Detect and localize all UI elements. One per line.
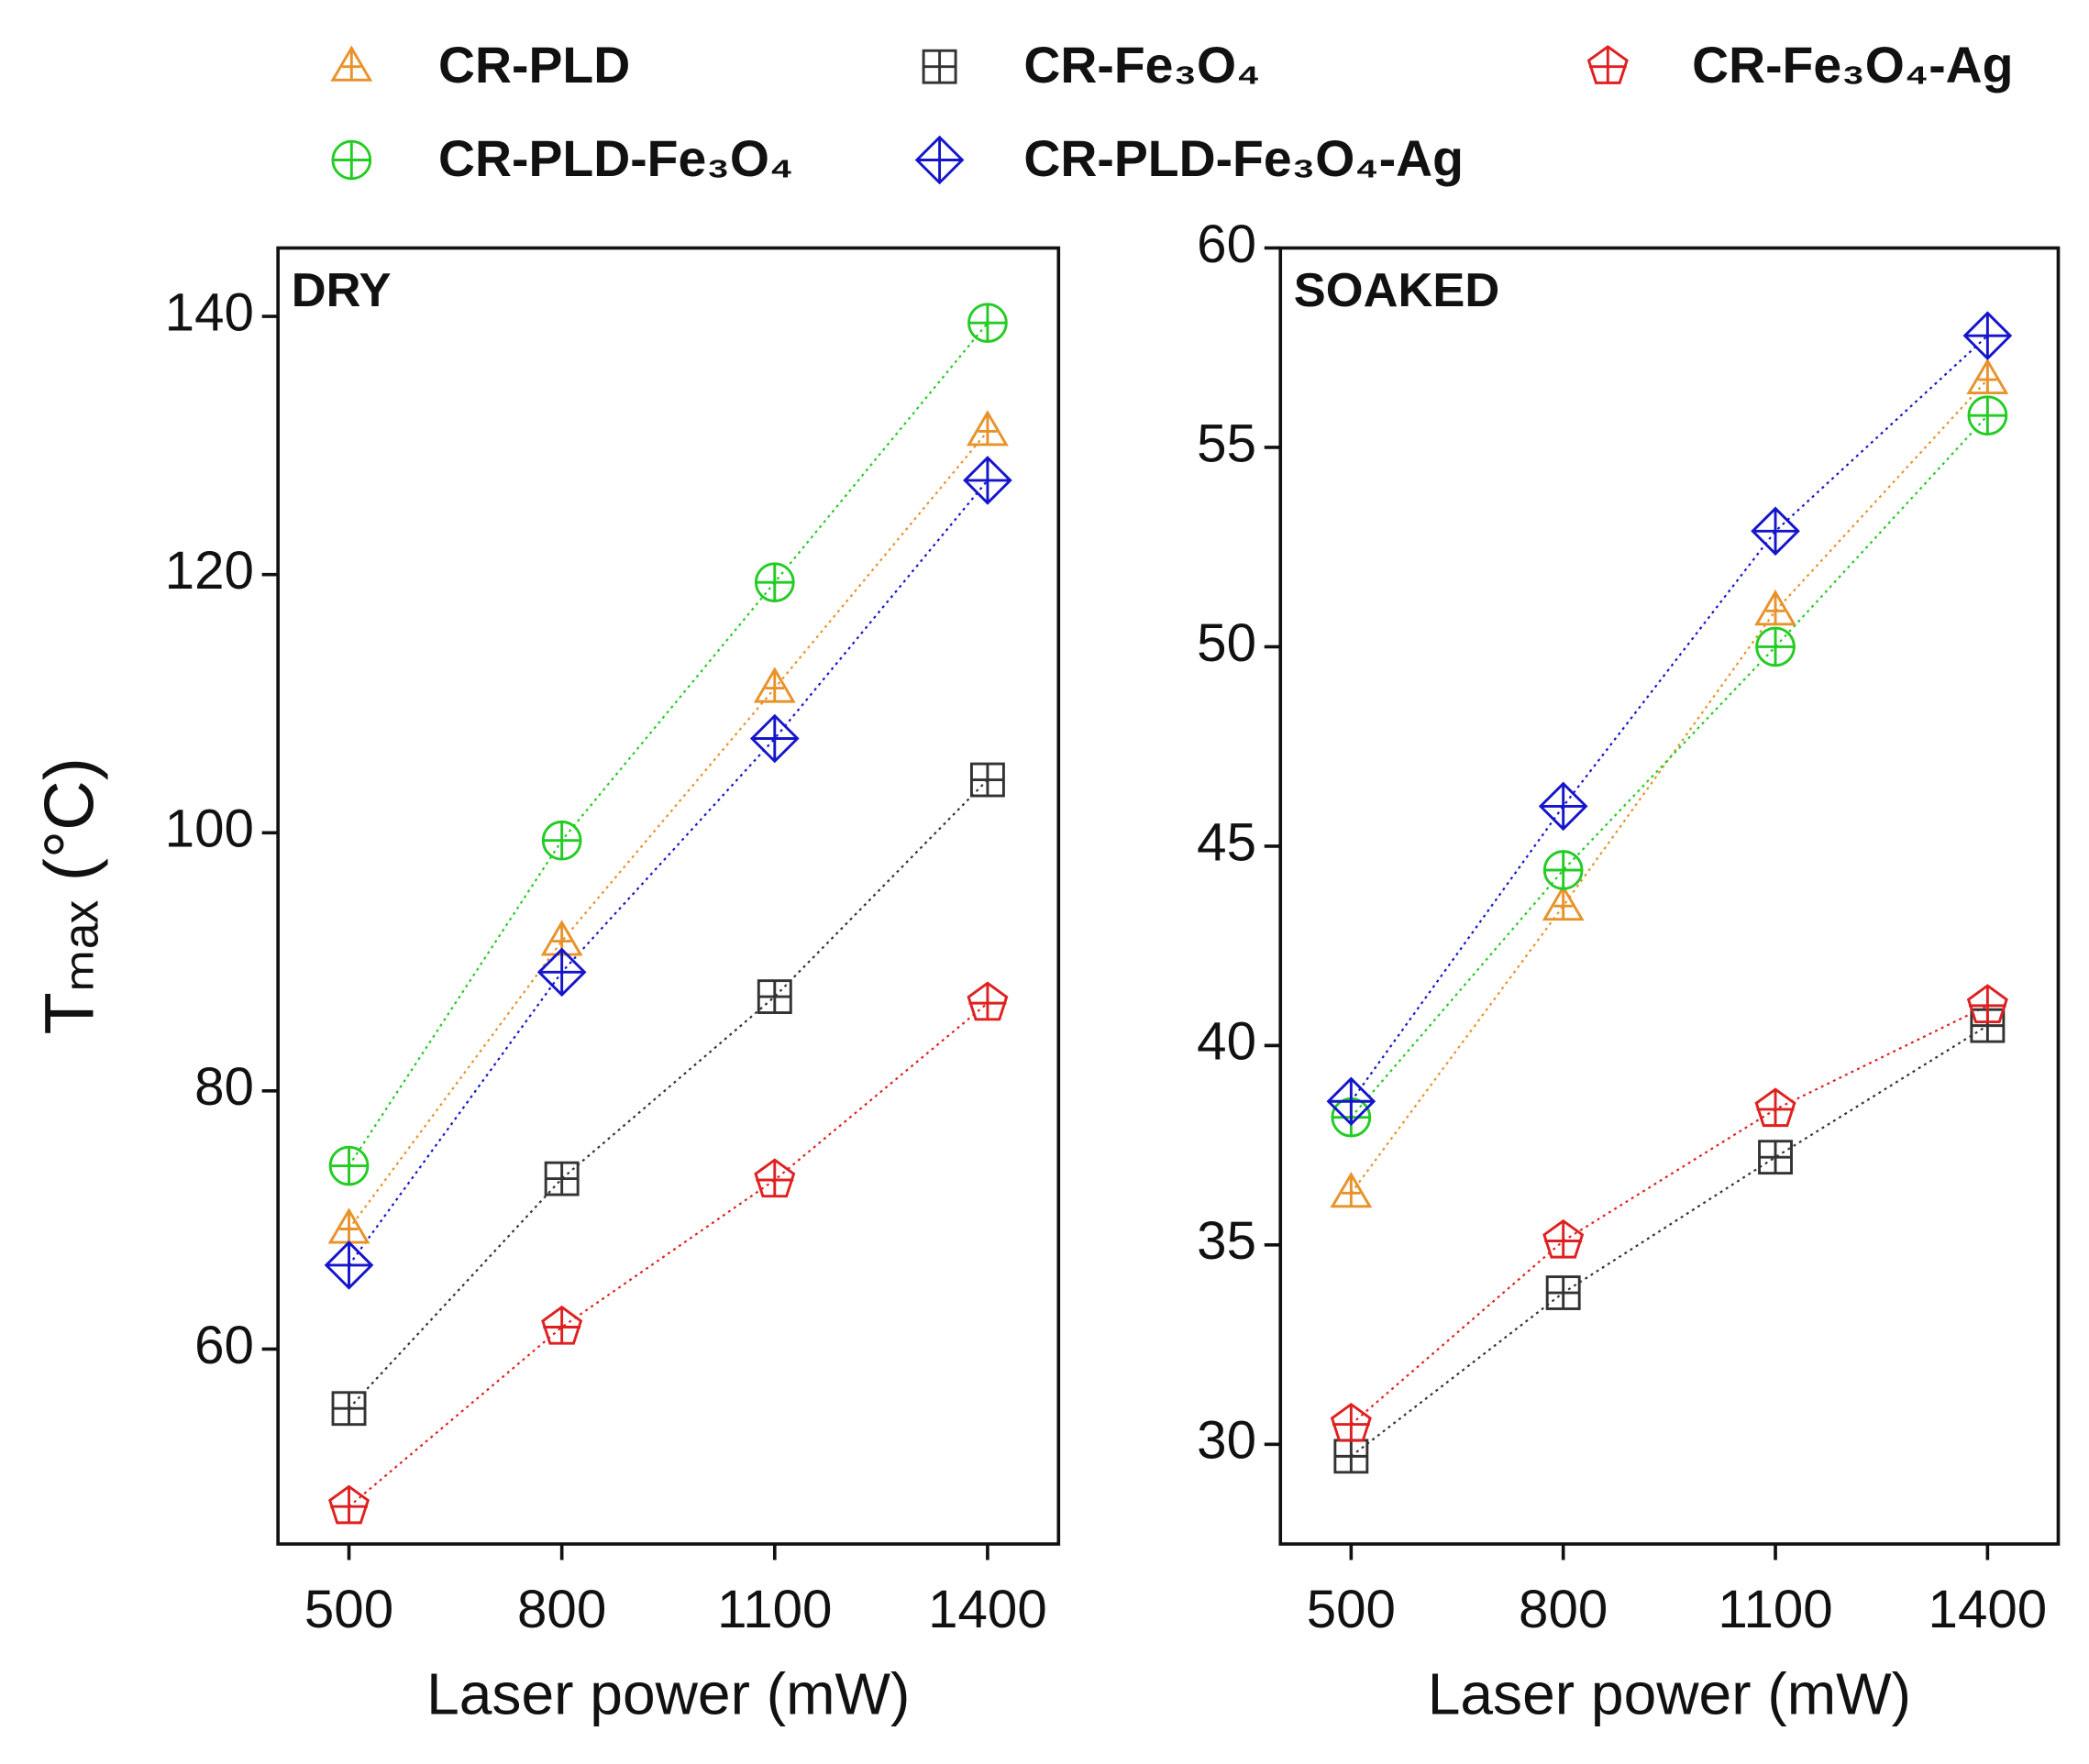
y-tick-label: 35 xyxy=(1197,1211,1256,1271)
series-line xyxy=(1350,414,1989,1119)
legend-label: CR-PLD-Fe₃O₄ xyxy=(438,130,793,187)
legend-label: CR-PLD xyxy=(438,37,630,94)
marker-shape xyxy=(1966,984,2008,1023)
marker xyxy=(544,1161,580,1196)
marker-shape xyxy=(328,1484,370,1525)
y-tick-label: 60 xyxy=(1197,215,1256,274)
marker xyxy=(1967,395,2008,435)
y-tick-label: 55 xyxy=(1197,413,1256,473)
y-tick-label: 80 xyxy=(194,1057,254,1117)
marker-shape xyxy=(754,1158,796,1198)
marker xyxy=(754,1158,796,1198)
legend-label: CR-Fe₃O₄ xyxy=(1023,37,1260,94)
marker xyxy=(324,1240,374,1290)
marker xyxy=(1330,1172,1373,1208)
marker xyxy=(1542,850,1584,890)
marker xyxy=(1586,45,1629,84)
marker xyxy=(963,456,1012,505)
marker xyxy=(757,979,792,1014)
marker xyxy=(1755,626,1796,667)
y-tick-label: 120 xyxy=(165,541,254,601)
series-line xyxy=(348,778,989,1409)
marker xyxy=(969,762,1005,798)
x-axis-label: Laser power (mW) xyxy=(426,1661,910,1727)
marker xyxy=(327,1207,370,1244)
marker xyxy=(541,820,582,861)
series-line xyxy=(348,1002,989,1508)
marker xyxy=(1962,311,2013,360)
y-axis-label: Tₘₐₓ (°C) xyxy=(31,757,109,1034)
marker-shape xyxy=(1754,1087,1796,1128)
y-tick-label: 140 xyxy=(165,283,254,343)
plot-frame xyxy=(1278,246,2061,1546)
marker xyxy=(1754,1087,1796,1128)
marker xyxy=(1966,984,2008,1023)
marker-shape xyxy=(1330,1402,1372,1442)
marker xyxy=(1758,1140,1793,1175)
marker xyxy=(1542,1218,1585,1259)
marker xyxy=(1538,781,1588,832)
marker xyxy=(1542,884,1585,921)
marker xyxy=(1966,358,2009,395)
marker xyxy=(914,135,965,185)
marker xyxy=(922,49,957,84)
marker xyxy=(1751,506,1800,557)
series-line xyxy=(1350,335,1989,1102)
x-tick-label: 800 xyxy=(517,1580,606,1639)
marker xyxy=(753,667,796,703)
marker xyxy=(1754,590,1796,626)
panel-label: SOAKED xyxy=(1294,264,1499,317)
y-tick-label: 40 xyxy=(1197,1012,1256,1072)
marker xyxy=(328,1484,370,1525)
marker xyxy=(754,562,795,602)
x-tick-label: 500 xyxy=(1307,1580,1396,1639)
series-line xyxy=(348,322,989,1167)
series-line xyxy=(1350,1024,1988,1458)
marker xyxy=(1545,1275,1581,1310)
marker xyxy=(330,45,373,82)
marker xyxy=(967,981,1009,1021)
marker xyxy=(1326,1076,1376,1127)
x-tick-label: 1400 xyxy=(928,1580,1047,1639)
x-tick-label: 500 xyxy=(304,1580,393,1639)
marker-shape xyxy=(967,981,1009,1021)
x-tick-label: 1400 xyxy=(1929,1580,2048,1639)
y-tick-label: 60 xyxy=(194,1316,254,1375)
series-line xyxy=(348,430,989,1230)
y-tick-label: 30 xyxy=(1197,1411,1256,1471)
marker xyxy=(749,713,800,764)
y-tick-label: 45 xyxy=(1197,812,1256,872)
marker xyxy=(328,1145,370,1186)
marker xyxy=(1333,1439,1369,1474)
x-tick-label: 800 xyxy=(1519,1580,1608,1639)
legend-label: CR-PLD-Fe₃O₄-Ag xyxy=(1023,130,1464,187)
series-line xyxy=(1350,379,1989,1194)
marker xyxy=(536,947,587,998)
panel-label: DRY xyxy=(292,264,392,317)
marker xyxy=(331,139,372,181)
marker xyxy=(967,303,1008,343)
series-line xyxy=(1350,1004,1988,1426)
legend-label: CR-Fe₃O₄-Ag xyxy=(1692,37,2013,94)
marker xyxy=(966,410,1009,447)
y-tick-label: 50 xyxy=(1197,613,1256,673)
x-tick-label: 1100 xyxy=(1718,1580,1832,1639)
marker xyxy=(541,1305,583,1345)
x-tick-label: 1100 xyxy=(717,1580,832,1639)
marker-shape xyxy=(1542,1218,1585,1259)
series-line xyxy=(348,480,989,1266)
plot-frame xyxy=(276,246,1061,1546)
y-tick-label: 100 xyxy=(165,799,254,859)
marker-shape xyxy=(1586,45,1629,84)
x-axis-label: Laser power (mW) xyxy=(1428,1661,1911,1727)
marker-shape xyxy=(541,1305,583,1345)
marker xyxy=(1330,1402,1372,1442)
marker xyxy=(331,1391,367,1427)
